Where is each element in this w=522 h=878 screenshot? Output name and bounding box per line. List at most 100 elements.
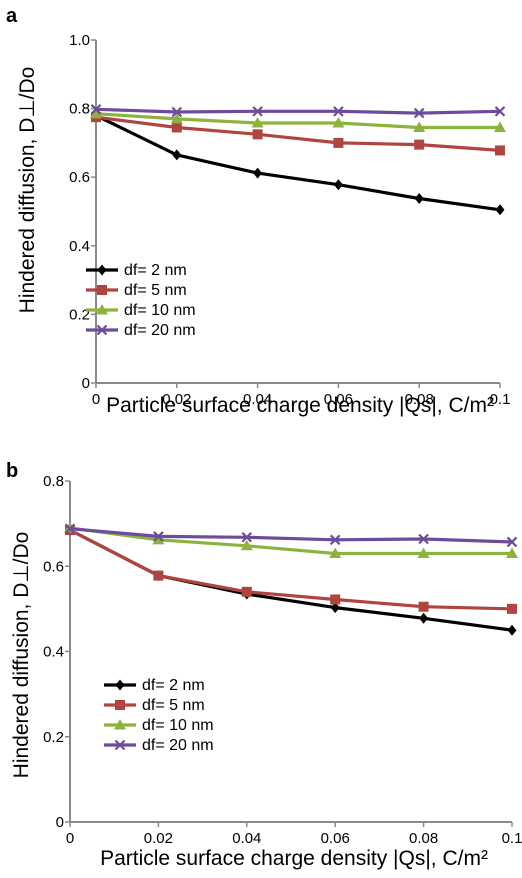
data-point [333, 106, 344, 117]
x-marker-stroke [241, 531, 253, 543]
diamond-marker [414, 192, 424, 204]
data-point [332, 117, 345, 128]
x-marker-stroke [329, 534, 341, 546]
series-polyline [95, 112, 500, 130]
square-marker [333, 137, 344, 148]
diamond-marker [333, 179, 343, 191]
data-point [241, 586, 252, 597]
legend-label: df= 2 nm [142, 677, 205, 694]
y-tick-label: 0 [56, 814, 64, 831]
x-axis-title: Particle surface charge density |Qs|, C/… [100, 847, 488, 870]
series-polyline [95, 114, 501, 212]
triangle-marker [332, 117, 345, 128]
diamond-marker [330, 602, 340, 614]
series-polyline [69, 527, 513, 544]
legend-entry: df= 5 nm [104, 697, 205, 714]
diamond-marker [495, 204, 505, 216]
triangle-marker [413, 121, 426, 132]
series-polyline [69, 528, 513, 632]
y-tick-label: 0.6 [43, 558, 64, 575]
data-point [329, 534, 341, 546]
diamond-marker [115, 679, 125, 691]
square-marker [97, 285, 107, 295]
data-point [251, 117, 264, 128]
legend-label: df= 20 nm [124, 322, 196, 339]
chart-panel-a: a 0 0.2 0.4 0.6 0.8 1.0 0 0.02 0.04 0.06 0.08 0.1 Hin… [6, 5, 510, 417]
x-tick-label: 0.08 [405, 391, 434, 408]
data-point [170, 112, 183, 124]
x-tick-label: 0.08 [409, 830, 438, 847]
x-marker-stroke [153, 531, 164, 542]
data-point [333, 137, 344, 148]
x-marker-stroke [90, 104, 102, 115]
data-point [240, 539, 253, 551]
diamond-marker [172, 149, 182, 161]
legend-entry: df= 5 nm [86, 282, 187, 299]
legend-entry: df= 20 nm [104, 737, 214, 754]
series-line [90, 104, 506, 119]
legend-label: df= 2 nm [124, 262, 187, 279]
y-tick-label: 0.6 [69, 169, 90, 186]
data-point [414, 192, 424, 204]
legend-label: df= 5 nm [142, 697, 205, 714]
triangle-marker [90, 107, 102, 119]
triangle-marker [251, 117, 264, 128]
data-point [507, 624, 517, 636]
x-marker-stroke [418, 533, 429, 545]
data-point [253, 167, 263, 179]
x-axis-title: Particle surface charge density |Qs|, C/… [106, 394, 494, 417]
series-line [90, 107, 506, 132]
legend-entry: df= 10 nm [104, 717, 214, 734]
data-point [333, 179, 343, 191]
triangle-marker [417, 547, 430, 558]
legend-label: df= 10 nm [142, 717, 214, 734]
data-point [506, 547, 518, 558]
legend-label: df= 5 nm [124, 282, 187, 299]
x-marker-stroke [114, 739, 126, 751]
data-point [495, 145, 505, 156]
legend-entry: df= 10 nm [86, 302, 196, 319]
diamond-marker [97, 264, 107, 276]
diamond-marker [419, 612, 429, 624]
legend: df= 2 nm df= 5 nm df= 10 nm df= 20 nm [104, 677, 214, 754]
data-point [418, 601, 429, 612]
y-tick-label: 0.2 [43, 729, 64, 746]
x-tick-label: 0.04 [232, 830, 261, 847]
y-axis-title: Hindered diffusion, D⊥/Do [16, 67, 39, 314]
x-marker-stroke [333, 106, 344, 117]
square-marker [330, 594, 341, 605]
data-point [495, 204, 505, 216]
diamond-marker [507, 624, 517, 636]
data-point [417, 547, 430, 558]
data-point [418, 533, 429, 545]
square-marker [507, 603, 517, 614]
x-tick-label: 0.02 [144, 830, 173, 847]
data-point [413, 107, 425, 119]
square-marker [414, 139, 425, 150]
square-marker [418, 601, 429, 612]
data-point [330, 594, 341, 605]
y-tick-label: 0.4 [69, 238, 90, 255]
data-point [414, 139, 425, 150]
triangle-marker [494, 121, 506, 132]
diamond-marker [253, 167, 263, 179]
square-marker [241, 586, 252, 597]
square-marker [495, 145, 505, 156]
legend: df= 2 nm df= 5 nm df= 10 nm df= 20 nm [86, 262, 196, 339]
x-tick-label: 0.04 [243, 391, 272, 408]
triangle-marker [506, 547, 518, 558]
series-polyline [95, 107, 501, 115]
data-point [171, 106, 183, 118]
x-marker-stroke [413, 107, 425, 119]
data-point [152, 533, 165, 545]
x-tick-label: 0 [66, 830, 74, 847]
data-point [506, 536, 518, 548]
triangle-marker [329, 547, 342, 558]
x-tick-label: 0.02 [162, 391, 191, 408]
y-tick-label: 0.8 [43, 473, 64, 490]
legend-entry: df= 2 nm [86, 262, 187, 279]
x-marker-stroke [494, 106, 506, 117]
data-point [153, 531, 164, 542]
x-tick-label: 0 [92, 391, 100, 408]
